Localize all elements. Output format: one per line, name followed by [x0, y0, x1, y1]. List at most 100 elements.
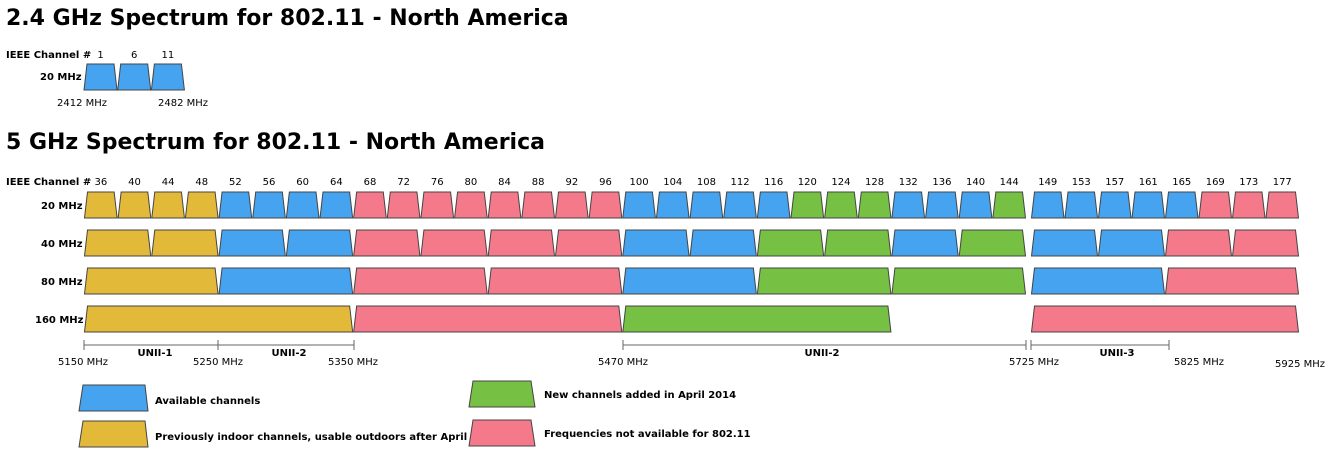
channel-number: 68	[364, 177, 377, 188]
channel-block-unavailable	[1164, 229, 1233, 257]
channel-number: 60	[296, 177, 309, 188]
channel-header-5-ghz: IEEE Channel #	[6, 177, 91, 188]
channel-number: 169	[1206, 177, 1225, 188]
freq-label-2482-mhz: 2482 MHz	[158, 98, 208, 109]
channel-block-unavailable	[353, 305, 623, 333]
freq-label-5825: 5825 MHz	[1174, 357, 1224, 368]
channel-block-unavailable	[554, 191, 589, 219]
row-label-20mhz-2-4-ghz: 20 MHz	[40, 72, 82, 83]
channel-block-available	[150, 63, 185, 91]
band-label-unii-2-c: UNII-2	[804, 348, 839, 359]
channel-block-available	[252, 191, 286, 219]
band-label-unii-1: UNII-1	[137, 348, 172, 359]
channel-block-indoor	[117, 191, 152, 219]
freq-label-5250: 5250 MHz	[193, 357, 243, 368]
channel-number: 157	[1105, 177, 1124, 188]
channel-block-indoor	[151, 191, 185, 219]
channel-block-unavailable	[1164, 267, 1300, 295]
channel-number: 36	[94, 177, 107, 188]
channel-number: 88	[532, 177, 545, 188]
channel-block-unavailable	[420, 229, 488, 257]
legend-swatch-available	[78, 384, 149, 412]
legend-swatch-unavailable	[468, 419, 536, 447]
channel-number: 149	[1038, 177, 1057, 188]
channel-block-new	[958, 229, 1027, 257]
band-label-unii-2-a: UNII-2	[271, 348, 306, 359]
channel-block-indoor	[151, 229, 219, 257]
row-label: 160 MHz	[35, 315, 84, 326]
channel-block-new	[891, 267, 1027, 295]
channel-number: 64	[330, 177, 343, 188]
channel-row-80mhz: 80 MHz	[41, 267, 1300, 295]
channel-block-available	[1064, 191, 1099, 219]
freq-label-2412-mhz: 2412 MHz	[57, 98, 107, 109]
channel-block-new	[756, 229, 825, 257]
channel-block-indoor	[83, 267, 219, 295]
channel-block-unavailable	[487, 267, 623, 295]
legend-label-available: Available channels	[155, 396, 260, 407]
legend-label-indoor: Previously indoor channels, usable outdo…	[155, 432, 499, 443]
channel-number: 104	[663, 177, 682, 188]
channel-numbers-2-4-ghz: 1 6 11	[97, 50, 174, 61]
channel-header-2-4-ghz: IEEE Channel #	[6, 50, 91, 61]
channel-number: 112	[730, 177, 749, 188]
legend-label-unavailable: Frequencies not available for 802.11	[544, 429, 751, 440]
freq-label-5470: 5470 MHz	[598, 357, 648, 368]
channel-block-available	[285, 191, 320, 219]
channel-number: 56	[263, 177, 276, 188]
legend-swatch-new	[468, 380, 536, 408]
channel-number: 153	[1072, 177, 1091, 188]
channel-block-unavailable	[487, 229, 556, 257]
channel-row-160mhz: 160 MHz	[35, 305, 1300, 333]
channel-block-unavailable	[1030, 305, 1300, 333]
channel-block-available	[925, 191, 959, 219]
channel-number: 52	[229, 177, 242, 188]
channel-block-available	[1097, 191, 1132, 219]
channel-block-available	[1164, 191, 1199, 219]
channel-block-indoor	[83, 305, 354, 333]
freq-label-5350: 5350 MHz	[328, 357, 378, 368]
channel-block-available	[218, 267, 354, 295]
channel-number: 40	[128, 177, 141, 188]
channel-block-unavailable	[554, 229, 623, 257]
channel-block-unavailable	[420, 191, 455, 219]
channel-block-available	[218, 191, 253, 219]
channel-block-available	[285, 229, 354, 257]
channel-number: 96	[599, 177, 612, 188]
freq-label-5925: 5925 MHz	[1275, 359, 1325, 370]
channel-block-unavailable	[353, 229, 421, 257]
spectrum-2-4-ghz: 2.4 GHz Spectrum for 802.11 - North Amer…	[6, 6, 569, 109]
row-label: 40 MHz	[41, 239, 83, 250]
channel-numbers-5-ghz: 36 40 44 48 52 56 60 64 68 72 76 80 84 88 92 96 100 104 10…	[94, 177, 1291, 188]
channel-number: 132	[899, 177, 918, 188]
channel-block-new	[756, 267, 892, 295]
channel-number: 173	[1239, 177, 1258, 188]
channel-block-unavailable	[487, 191, 522, 219]
channel-block-available	[891, 191, 926, 219]
title-2-4-ghz: 2.4 GHz Spectrum for 802.11 - North Amer…	[6, 6, 569, 31]
channel-block-available	[83, 63, 118, 91]
channel-block-unavailable	[1231, 191, 1266, 219]
channel-number: 100	[630, 177, 649, 188]
channel-number: 108	[697, 177, 716, 188]
channel-number: 72	[397, 177, 410, 188]
channel-block-available	[1030, 229, 1099, 257]
channel-block-new	[857, 191, 892, 219]
channel-number: 92	[565, 177, 578, 188]
channel-block-new	[824, 229, 892, 257]
channel-block-available	[723, 191, 757, 219]
channel-block-available	[117, 63, 152, 91]
channel-block-available	[689, 191, 724, 219]
blocks-2-4-ghz	[83, 63, 185, 91]
channel-block-available	[655, 191, 690, 219]
channel-number: 48	[195, 177, 208, 188]
channel-block-available	[1131, 191, 1166, 219]
channel-number: 76	[431, 177, 444, 188]
channel-block-available	[1030, 267, 1166, 295]
channel-number: 177	[1273, 177, 1292, 188]
channel-number: 1	[97, 50, 103, 61]
channel-block-available	[622, 191, 656, 219]
channel-block-available	[958, 191, 993, 219]
channel-block-unavailable	[521, 191, 556, 219]
channel-block-new	[790, 191, 825, 219]
